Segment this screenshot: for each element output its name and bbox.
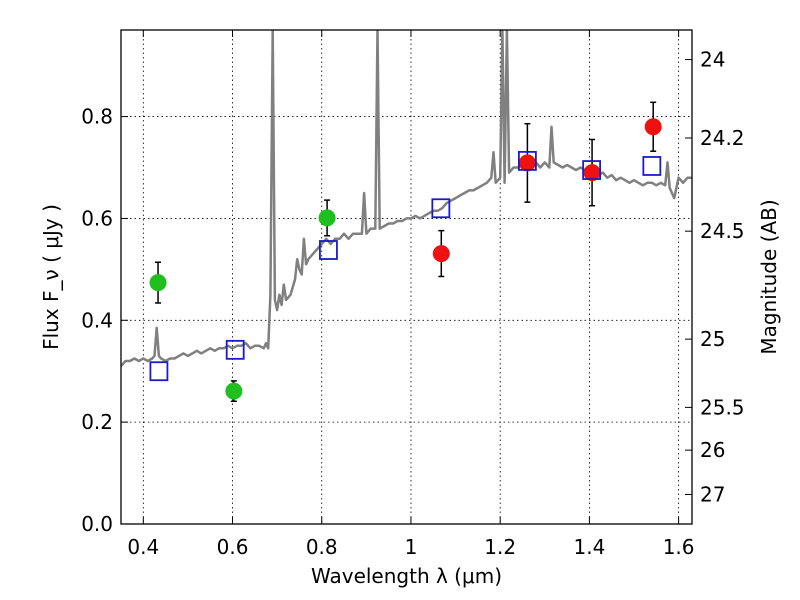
axis-ticks: 0.4 0.6 0.8 1 1.2 1.4 1.6 0.0 0.2 0.4 0.6 0.8 24 24.2… xyxy=(81,30,745,559)
y-tick-label: 0.8 xyxy=(81,105,113,129)
model-point xyxy=(582,160,602,180)
x-tick-label: 0.6 xyxy=(217,535,249,559)
model-point xyxy=(225,339,245,360)
x-tick-label: 0.8 xyxy=(306,535,338,559)
y2-tick-label: 24 xyxy=(700,48,725,72)
x-tick-label: 1 xyxy=(405,535,418,559)
y-tick-label: 0.2 xyxy=(81,410,113,434)
plot-area xyxy=(121,30,692,403)
data-point xyxy=(318,209,336,227)
y-tick-label: 0.4 xyxy=(81,308,113,332)
data-point xyxy=(518,154,536,172)
plot-frame xyxy=(120,29,693,525)
x-tick-label: 1.2 xyxy=(484,535,516,559)
x-tick-label: 1.4 xyxy=(573,535,605,559)
y2-tick-label: 25 xyxy=(700,327,725,351)
y2-tick-label: 27 xyxy=(700,482,725,506)
model-point xyxy=(431,198,451,219)
y2-tick-label: 25.5 xyxy=(700,395,745,419)
y2-tick-label: 26 xyxy=(700,438,725,462)
data-point xyxy=(149,274,167,292)
model-point xyxy=(149,361,169,382)
y2-axis-label: Magnitude (AB) xyxy=(757,199,781,354)
x-axis-label: Wavelength λ (μm) xyxy=(311,564,502,588)
data-point xyxy=(432,245,450,263)
model-point xyxy=(517,150,537,171)
model-point xyxy=(642,156,662,176)
y2-tick-label: 24.5 xyxy=(700,219,745,243)
y-axis-label: Flux F_ν ( μJy ) xyxy=(39,204,63,350)
y-tick-label: 0.0 xyxy=(81,512,113,536)
model-point xyxy=(319,240,338,260)
y2-tick-label: 24.2 xyxy=(700,126,745,150)
x-tick-label: 0.4 xyxy=(127,535,159,559)
x-tick-label: 1.6 xyxy=(663,535,695,559)
data-point xyxy=(644,118,662,136)
y-tick-label: 0.6 xyxy=(81,206,113,230)
data-point xyxy=(225,382,243,400)
